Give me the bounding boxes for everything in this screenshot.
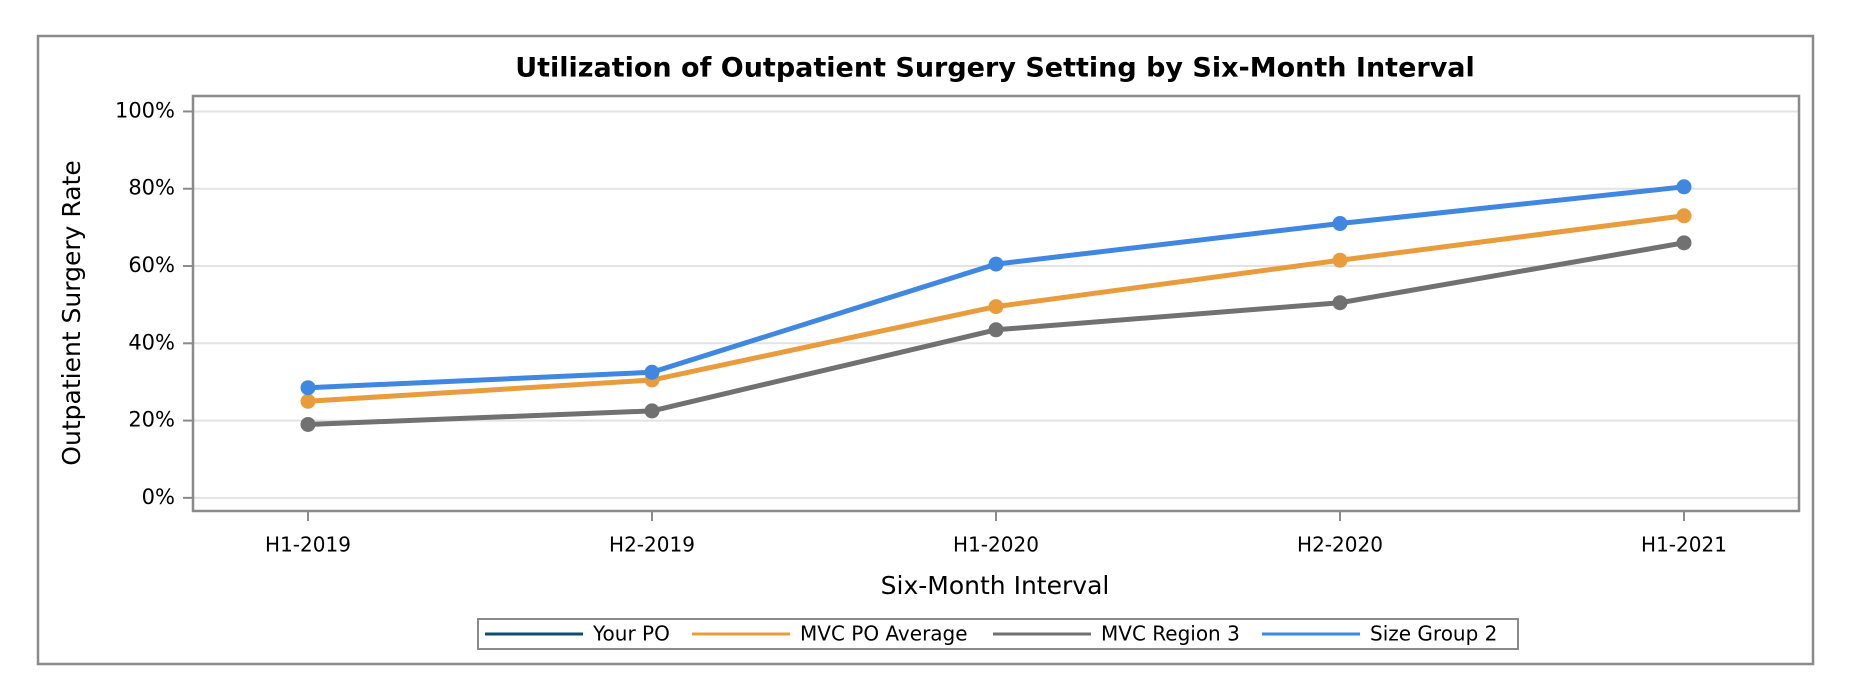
point [1332, 295, 1348, 311]
point [300, 416, 316, 432]
y-tick-label: 60% [128, 253, 175, 277]
point [988, 299, 1004, 315]
point [988, 256, 1004, 272]
legend-label: MVC PO Average [800, 622, 968, 646]
point [300, 393, 316, 409]
x-tick-label: H1-2021 [1641, 533, 1727, 557]
point [644, 403, 660, 419]
point [300, 380, 316, 396]
x-tick-label: H2-2020 [1297, 533, 1383, 557]
legend-label: MVC Region 3 [1101, 622, 1240, 646]
chart-title: Utilization of Outpatient Surgery Settin… [515, 53, 1475, 84]
point [1332, 252, 1348, 268]
legend-label: Size Group 2 [1370, 622, 1497, 646]
point [644, 364, 660, 380]
x-tick-label: H1-2019 [265, 533, 351, 557]
y-tick-label: 80% [128, 176, 175, 200]
point [1676, 235, 1692, 251]
y-tick-label: 20% [128, 408, 175, 432]
y-tick-label: 40% [128, 330, 175, 354]
point [1676, 208, 1692, 224]
point [988, 322, 1004, 338]
point [1332, 216, 1348, 232]
point [1676, 179, 1692, 195]
y-tick-label: 100% [115, 98, 175, 122]
x-tick-label: H2-2019 [609, 533, 695, 557]
y-tick-label: 0% [142, 485, 175, 509]
x-axis-label: Six-Month Interval [881, 571, 1110, 600]
x-tick-label: H1-2020 [953, 533, 1039, 557]
legend-label: Your PO [592, 622, 670, 646]
y-axis-label: Outpatient Surgery Rate [57, 160, 86, 465]
outer-frame [36, 34, 1815, 666]
